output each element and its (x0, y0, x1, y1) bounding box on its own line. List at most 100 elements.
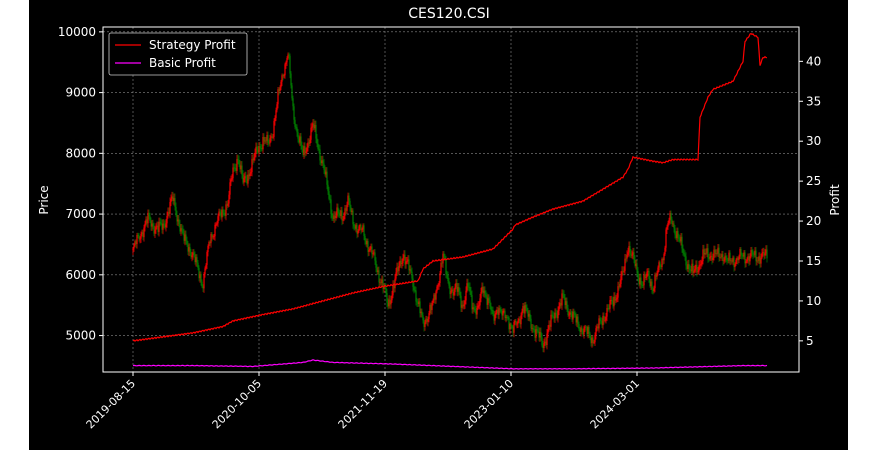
candle-body (350, 207, 352, 213)
candle-body (664, 247, 666, 255)
candle-body (382, 279, 384, 289)
candle-body (279, 87, 281, 91)
candle-body (400, 260, 402, 264)
candle-body (475, 310, 477, 315)
chart-figure: CES120.CSI 2019-08-15 2020-10-05 2021-11-1… (29, 0, 848, 450)
candle-body (306, 147, 308, 152)
candle-body (352, 210, 354, 225)
candle-body (563, 294, 565, 298)
candle-body (142, 232, 144, 238)
candle-body (655, 274, 657, 277)
candle-body (428, 313, 430, 320)
candle-body (633, 252, 635, 260)
candle-body (179, 224, 181, 232)
candle-body (699, 264, 701, 266)
candle-body (566, 301, 568, 309)
candle-body (388, 299, 390, 307)
candle-body (688, 264, 690, 269)
candle-body (362, 225, 364, 230)
candle-body (577, 316, 579, 325)
candle-body (189, 247, 191, 253)
candle-body (405, 261, 407, 265)
candle-body (472, 307, 474, 310)
candle-body (510, 324, 512, 327)
candle-body (212, 236, 214, 238)
candle-body (759, 256, 761, 264)
candle-body (579, 329, 581, 332)
candle-body (705, 252, 707, 254)
candle-body (316, 138, 318, 144)
candle-body (408, 259, 410, 271)
candle-body (651, 281, 653, 290)
y-axis-right-label: Profit (828, 184, 842, 216)
candle-body (321, 160, 323, 164)
candle-body (339, 213, 341, 216)
candle-body (554, 312, 556, 319)
candle-body (658, 262, 660, 268)
candle-body (502, 310, 504, 316)
candle-body (200, 273, 202, 282)
x-tick-label: 2020-10-05 (210, 377, 264, 431)
candle-body (387, 302, 389, 307)
candle-body (531, 327, 533, 329)
candle-body (423, 320, 425, 327)
candle-body (194, 254, 196, 263)
candle-body (674, 228, 676, 235)
candle-body (396, 267, 398, 273)
candle-body (439, 273, 441, 283)
candle-body (527, 311, 529, 317)
candle-body (572, 311, 574, 320)
candle-body (623, 270, 625, 272)
candle-body (746, 259, 748, 262)
candle-body (668, 220, 670, 224)
candle-body (571, 314, 573, 320)
candle-body (267, 135, 269, 143)
candle-body (402, 258, 404, 264)
candle-body (397, 267, 399, 272)
candle-body (235, 168, 237, 171)
candle-body (282, 75, 284, 77)
candle-body (725, 255, 727, 258)
candle-body (587, 326, 589, 334)
candle-body (550, 314, 552, 327)
candle-body (752, 252, 754, 255)
candle-body (507, 317, 509, 318)
candle-body (546, 333, 548, 345)
candle-body (765, 249, 767, 254)
candle-body (564, 297, 566, 306)
legend-strategy-label: Strategy Profit (149, 38, 236, 52)
candle-body (401, 263, 403, 264)
candle-body (594, 334, 596, 343)
candle-body (666, 226, 668, 230)
candle-body (359, 225, 361, 227)
candle-body (275, 110, 277, 118)
candle-body (471, 295, 473, 310)
candle-body (257, 150, 259, 153)
candle-body (410, 269, 412, 272)
candle-body (204, 268, 206, 275)
candle-body (245, 176, 247, 180)
candle-body (711, 255, 713, 261)
candle-body (395, 272, 397, 279)
candle-body (341, 210, 343, 221)
candle-body (551, 314, 553, 316)
candle-body (605, 316, 607, 321)
candle-body (646, 271, 648, 278)
candle-body (730, 260, 732, 262)
candle-body (255, 146, 257, 153)
candle-body (243, 177, 245, 183)
candle-body (219, 211, 221, 213)
candle-body (385, 287, 387, 294)
y-right-tick-label: 35 (806, 94, 821, 108)
candle-body (558, 306, 560, 311)
candle-body (761, 252, 763, 258)
candle-body (679, 238, 681, 242)
candle-body (155, 227, 157, 230)
candle-body (404, 254, 406, 265)
candle-body (624, 258, 626, 271)
candle-body (435, 291, 437, 300)
candle-body (277, 89, 279, 105)
candle-body (648, 271, 650, 279)
candle-body (418, 301, 420, 305)
candle-body (739, 248, 741, 257)
